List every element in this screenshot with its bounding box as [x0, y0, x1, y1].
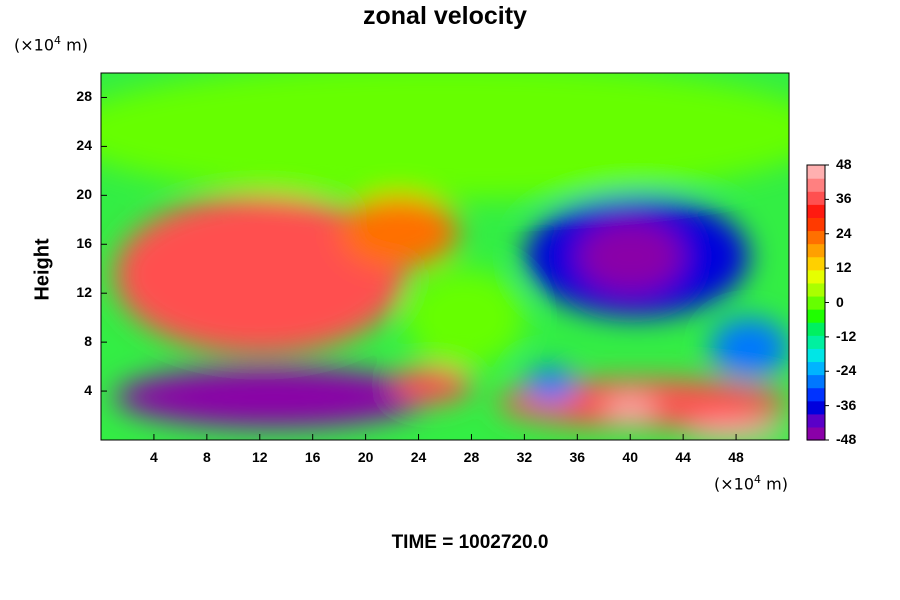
y-tick-label: 16	[76, 235, 92, 252]
colorbar-swatch	[807, 309, 825, 323]
colorbar-swatch	[807, 256, 825, 271]
x-tick-label: 48	[728, 449, 744, 465]
heatmap-field	[101, 73, 789, 440]
y-tick-label: 24	[76, 137, 92, 154]
plot-frame	[100, 72, 790, 441]
colorbar-tick-label: 0	[836, 293, 844, 310]
x-axis-unit: (×104 m)	[714, 473, 788, 494]
y-axis-unit: (×104 m)	[14, 34, 88, 55]
colorbar-swatch	[807, 400, 825, 415]
y-tick-label: 8	[84, 333, 92, 350]
heatmap-region	[603, 397, 657, 422]
x-tick-label: 40	[622, 449, 638, 465]
heatmap-region	[577, 219, 684, 294]
colorbar-swatch	[807, 295, 825, 310]
colorbar-swatch	[807, 387, 825, 402]
colorbar-swatch	[807, 335, 825, 349]
heatmap-region	[339, 195, 459, 269]
heatmap-region	[683, 421, 789, 440]
colorbar-tick-label: 36	[836, 190, 852, 207]
heatmap-region	[101, 73, 789, 200]
colorbar-swatch	[807, 426, 825, 441]
heatmap-region	[392, 366, 472, 404]
colorbar-swatch	[807, 361, 825, 376]
colorbar-swatch	[807, 230, 825, 245]
heatmap-region	[405, 268, 525, 367]
colorbar-swatch	[807, 204, 825, 218]
x-tick-label: 32	[516, 449, 533, 465]
x-tick-label: 36	[569, 449, 586, 465]
x-tick-label: 8	[202, 449, 211, 465]
x-tick-label: 12	[251, 449, 268, 465]
colorbar-swatch	[807, 413, 825, 428]
chart-title: zonal velocity	[363, 2, 527, 30]
x-tick-label: 28	[463, 449, 480, 465]
colorbar-swatch	[807, 322, 825, 336]
colorbar-swatch	[807, 348, 825, 363]
x-tick-label: 20	[357, 449, 374, 465]
heatmap-region	[114, 366, 432, 428]
colorbar-swatch	[807, 243, 825, 258]
colorbar-swatch	[807, 374, 825, 389]
heatmap-region	[114, 195, 406, 355]
colorbar-swatch	[807, 282, 825, 297]
colorbar-tick-label: 24	[836, 224, 852, 241]
y-tick-label: 20	[76, 186, 92, 203]
colorbar-tick-label: -36	[836, 396, 857, 413]
colorbar-swatch	[807, 165, 825, 179]
x-tick-label: 24	[410, 449, 427, 465]
colorbar-tick-label: -12	[836, 327, 857, 344]
colorbar-tick-label: -48	[836, 431, 857, 447]
time-label: TIME = 1002720.0	[391, 532, 549, 553]
y-tick-label: 4	[84, 382, 92, 399]
colorbar-tick-label: -24	[836, 362, 857, 379]
heatmap-region	[709, 317, 789, 379]
heatmap-region	[524, 366, 578, 404]
colorbar-tick-label: 48	[836, 156, 852, 172]
x-tick-label: 4	[150, 449, 158, 465]
y-tick-label: 12	[76, 284, 92, 301]
colorbar-swatch	[807, 269, 825, 284]
colorbar-swatch	[807, 191, 825, 205]
colorbar-tick-label: 12	[836, 259, 852, 276]
x-tick-label: 44	[675, 449, 691, 465]
colorbar	[806, 164, 829, 441]
colorbar-swatch	[807, 178, 825, 192]
colorbar-swatch	[807, 217, 825, 232]
y-tick-label: 28	[76, 88, 92, 105]
x-tick-label: 16	[304, 449, 321, 465]
